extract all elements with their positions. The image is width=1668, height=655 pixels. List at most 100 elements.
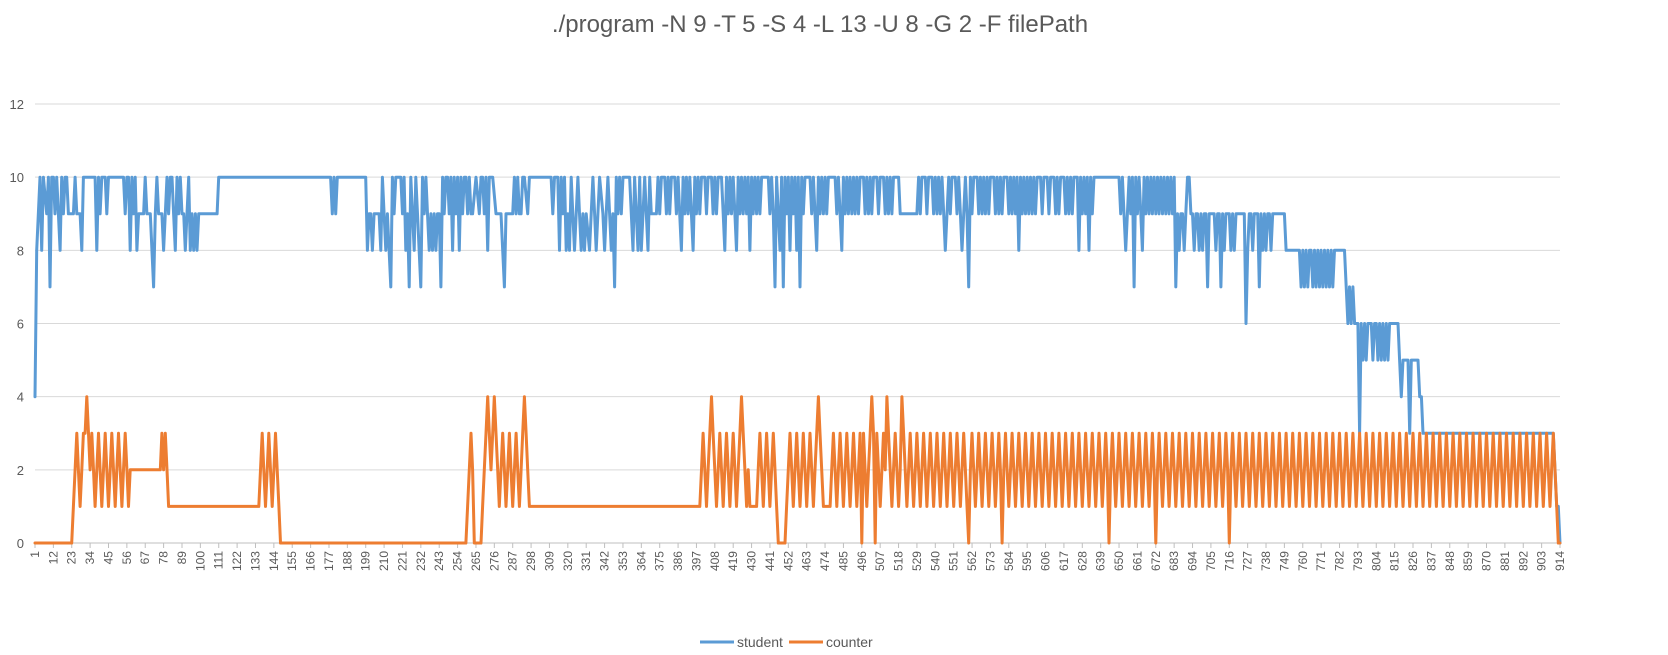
x-tick-label: 815 — [1388, 551, 1402, 571]
legend: student counter — [700, 634, 873, 650]
x-tick-label: 320 — [561, 551, 575, 571]
legend-label-student: student — [737, 634, 783, 650]
x-tick-label: 419 — [726, 551, 740, 571]
x-tick-label: 463 — [800, 551, 814, 571]
y-tick-label: 0 — [17, 536, 24, 551]
x-tick-label: 100 — [193, 551, 207, 571]
y-tick-label: 8 — [17, 243, 24, 258]
x-tick-label: 232 — [414, 551, 428, 571]
series-lines — [33, 175, 1562, 545]
x-tick-label: 45 — [101, 551, 115, 565]
x-tick-label: 716 — [1222, 551, 1236, 571]
x-tick-label: 727 — [1241, 551, 1255, 571]
x-tick-label: 386 — [671, 551, 685, 571]
x-tick-label: 628 — [1075, 551, 1089, 571]
x-tick-label: 221 — [395, 551, 409, 571]
x-tick-label: 166 — [304, 551, 318, 571]
y-tick-label: 12 — [10, 97, 24, 112]
x-tick-label: 56 — [120, 551, 134, 565]
y-tick-label: 2 — [17, 463, 24, 478]
x-tick-label: 298 — [524, 551, 538, 571]
x-tick-label: 111 — [212, 551, 226, 570]
x-tick-label: 793 — [1351, 551, 1365, 571]
x-tick-label: 881 — [1498, 551, 1512, 571]
x-tick-label: 177 — [322, 551, 336, 571]
x-tick-label: 573 — [983, 551, 997, 571]
x-tick-label: 859 — [1461, 551, 1475, 571]
x-tick-label: 331 — [579, 551, 593, 571]
x-tick-label: 78 — [157, 551, 171, 565]
x-tick-label: 837 — [1424, 551, 1438, 571]
x-tick-label: 265 — [469, 551, 483, 571]
x-tick-label: 771 — [1314, 551, 1328, 571]
x-tick-label: 639 — [1094, 551, 1108, 571]
x-tick-label: 243 — [432, 551, 446, 571]
x-tick-label: 309 — [542, 551, 556, 571]
x-tick-label: 375 — [653, 551, 667, 571]
x-tick-label: 540 — [928, 551, 942, 571]
x-tick-label: 518 — [892, 551, 906, 571]
series-line-student — [33, 175, 1562, 545]
x-tick-label: 584 — [1002, 551, 1016, 571]
x-tick-label: 23 — [65, 551, 79, 565]
x-tick-label: 903 — [1535, 551, 1549, 571]
x-tick-label: 562 — [965, 551, 979, 571]
x-tick-label: 738 — [1259, 551, 1273, 571]
x-tick-label: 133 — [248, 551, 262, 571]
x-tick-label: 760 — [1296, 551, 1310, 571]
x-tick-label: 848 — [1443, 551, 1457, 571]
x-tick-label: 430 — [745, 551, 759, 571]
x-tick-label: 474 — [818, 551, 832, 571]
x-tick-label: 782 — [1333, 551, 1347, 571]
x-tick-label: 122 — [230, 551, 244, 571]
x-tick-label: 892 — [1516, 551, 1530, 571]
x-tick-label: 507 — [873, 551, 887, 571]
x-tick-label: 34 — [83, 551, 97, 565]
x-tick-label: 397 — [689, 551, 703, 571]
x-tick-label: 749 — [1277, 551, 1291, 571]
x-axis-ticks: 1 12 23 34 45 56 67 78 89 100 111 122 133 144 155 166 17… — [28, 543, 1567, 571]
y-tick-label: 4 — [17, 390, 24, 405]
x-tick-label: 606 — [1039, 551, 1053, 571]
x-tick-label: 595 — [1020, 551, 1034, 571]
x-tick-label: 551 — [947, 551, 961, 571]
x-tick-label: 12 — [46, 551, 60, 565]
x-tick-label: 529 — [910, 551, 924, 571]
y-axis-ticks: 0 2 4 6 8 10 12 — [10, 97, 24, 551]
x-tick-label: 210 — [377, 551, 391, 571]
x-tick-label: 89 — [175, 551, 189, 565]
x-tick-label: 672 — [1149, 551, 1163, 571]
chart-title: ./program -N 9 -T 5 -S 4 -L 13 -U 8 -G 2… — [552, 11, 1088, 38]
x-tick-label: 914 — [1553, 551, 1567, 571]
x-tick-label: 617 — [1057, 551, 1071, 571]
x-tick-label: 287 — [506, 551, 520, 571]
x-tick-label: 496 — [855, 551, 869, 571]
x-tick-label: 650 — [1112, 551, 1126, 571]
x-tick-label: 1 — [28, 551, 42, 558]
x-tick-label: 254 — [451, 551, 465, 571]
x-tick-label: 144 — [267, 551, 281, 571]
x-tick-label: 485 — [836, 551, 850, 571]
x-tick-label: 826 — [1406, 551, 1420, 571]
x-tick-label: 452 — [781, 551, 795, 571]
x-tick-label: 683 — [1167, 551, 1181, 571]
x-tick-label: 67 — [138, 551, 152, 565]
x-tick-label: 188 — [340, 551, 354, 571]
x-tick-label: 870 — [1480, 551, 1494, 571]
x-tick-label: 276 — [487, 551, 501, 571]
legend-label-counter: counter — [826, 634, 873, 650]
x-tick-label: 441 — [763, 551, 777, 571]
x-tick-label: 199 — [359, 551, 373, 571]
x-tick-label: 155 — [285, 551, 299, 571]
x-tick-label: 804 — [1369, 551, 1383, 571]
y-tick-label: 6 — [17, 317, 24, 332]
y-tick-label: 10 — [10, 170, 24, 185]
x-tick-label: 364 — [634, 551, 648, 571]
x-tick-label: 705 — [1204, 551, 1218, 571]
x-tick-label: 694 — [1186, 551, 1200, 571]
x-tick-label: 661 — [1130, 551, 1144, 571]
x-tick-label: 342 — [598, 551, 612, 571]
x-tick-label: 408 — [708, 551, 722, 571]
